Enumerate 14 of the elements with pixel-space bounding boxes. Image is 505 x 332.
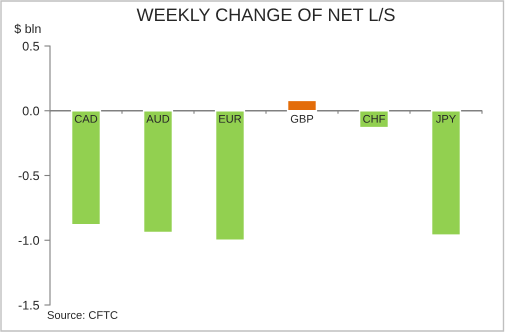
source-note: Source: CFTC [48,311,118,319]
x-tick-label: JPY [436,115,456,123]
chart-title: WEEKLY CHANGE OF NET L/S [136,8,395,22]
y-tick-label: -0.5 [18,171,40,180]
x-tick-label: CAD [74,114,98,123]
x-tick-label: EUR [219,115,242,123]
x-tick-label: AUD [146,115,170,123]
y-tick-label: 0.5 [22,42,40,51]
x-tick-label: CHF [363,114,385,123]
y-axis-title: $ bln [14,24,41,34]
y-tick-label: -1.5 [18,300,40,310]
y-tick-label: -1.0 [18,236,40,245]
y-tick-label: 0.0 [22,106,40,116]
x-tick-label: GBP [290,114,314,123]
